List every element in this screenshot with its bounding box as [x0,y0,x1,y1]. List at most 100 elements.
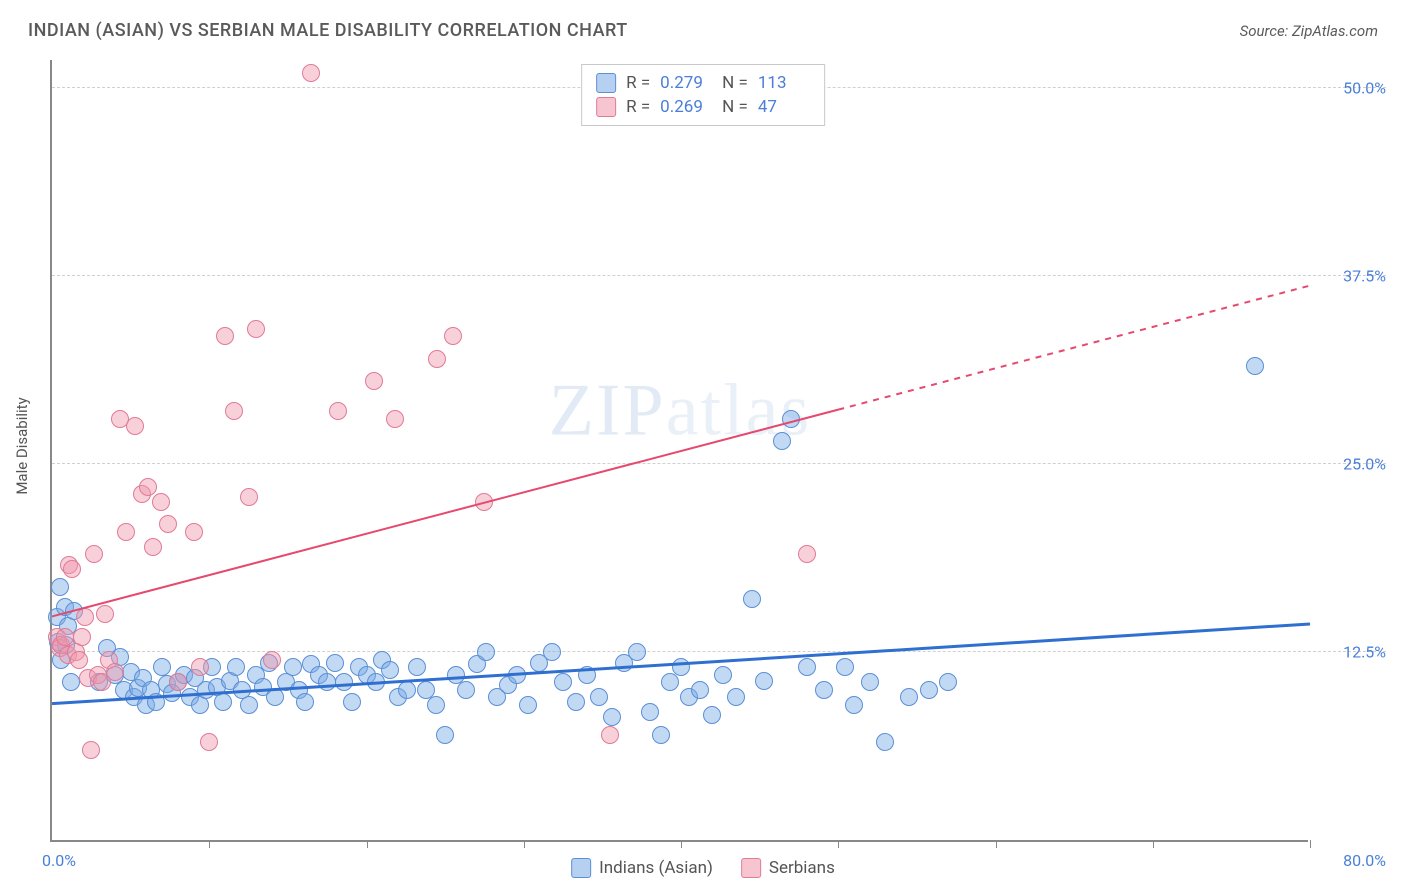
legend-swatch [571,858,591,878]
x-tick [838,840,839,848]
indian-data-point [743,590,761,608]
serbian-data-point [96,605,114,623]
serbian-data-point [139,478,157,496]
correlation-stats-box: R =0.279N =113R =0.269N =47 [581,64,825,126]
serbian-data-point [302,64,320,82]
watermark-bold: ZIP [549,370,666,452]
r-value: 0.279 [660,73,712,93]
indian-data-point [343,693,361,711]
indian-data-point [661,673,679,691]
indian-data-point [876,733,894,751]
indian-data-point [920,681,938,699]
serbian-data-point [798,545,816,563]
indian-data-point [727,688,745,706]
y-tick-label: 50.0% [1320,79,1386,98]
indian-data-point [628,643,646,661]
serbian-data-point [76,608,94,626]
serbian-data-point [159,515,177,533]
chart-legend: Indians (Asian) Serbians [571,858,835,878]
indian-data-point [477,643,495,661]
indian-data-point [714,666,732,684]
indian-data-point [590,688,608,706]
gridline [52,463,1386,464]
serbian-data-point [247,320,265,338]
indian-data-point [782,410,800,428]
indian-data-point [703,706,721,724]
indian-data-point [554,673,572,691]
indian-data-point [51,578,69,596]
n-label: N = [722,73,748,93]
chart-title: INDIAN (ASIAN) VS SERBIAN MALE DISABILIT… [28,20,628,41]
indian-data-point [335,673,353,691]
indian-data-point [240,696,258,714]
serbian-data-point [117,523,135,541]
x-tick [209,840,210,848]
indian-data-point [508,666,526,684]
legend-label: Indians (Asian) [599,858,713,878]
indian-data-point [755,672,773,690]
indian-data-point [672,658,690,676]
legend-item: Serbians [741,858,835,878]
legend-item: Indians (Asian) [571,858,713,878]
serbian-data-point [82,741,100,759]
r-label: R = [626,73,650,93]
indian-data-point [408,658,426,676]
indian-data-point [381,661,399,679]
serbian-data-point [106,663,124,681]
chart-header: INDIAN (ASIAN) VS SERBIAN MALE DISABILIT… [0,0,1406,51]
serbian-data-point [386,410,404,428]
indian-data-point [845,696,863,714]
indian-data-point [153,658,171,676]
serbian-data-point [73,628,91,646]
serbian-data-point [475,493,493,511]
y-tick-label: 37.5% [1320,267,1386,286]
x-tick [996,840,997,848]
indian-data-point [861,673,879,691]
gridline [52,275,1386,276]
serbian-data-point [444,327,462,345]
chart-plot-area: ZIPatlas 12.5%25.0%37.5%50.0% 0.0% 80.0% [50,60,1308,842]
indian-data-point [398,681,416,699]
stats-row: R =0.279N =113 [596,71,810,95]
indian-data-point [436,726,454,744]
serbian-data-point [152,493,170,511]
indian-data-point [284,658,302,676]
x-tick [524,840,525,848]
gridline [52,651,1386,652]
indian-data-point [457,681,475,699]
y-axis-title: Male Disability [13,397,31,494]
indian-data-point [1246,357,1264,375]
indian-data-point [815,681,833,699]
x-axis-min-label: 0.0% [42,851,76,870]
x-tick [367,840,368,848]
x-axis-max-label: 80.0% [1320,851,1386,870]
serbian-data-point [216,327,234,345]
trend-lines [52,60,1310,842]
scatter-plot: ZIPatlas 12.5%25.0%37.5%50.0% [52,60,1308,840]
r-value: 0.269 [660,97,712,117]
serbian-data-point [126,417,144,435]
indian-data-point [543,643,561,661]
indian-data-point [266,688,284,706]
serbian-data-point [365,372,383,390]
indian-data-point [214,693,232,711]
indian-data-point [318,673,336,691]
serbian-data-point [200,733,218,751]
serbian-data-point [85,545,103,563]
n-label: N = [722,97,748,117]
stats-row: R =0.269N =47 [596,95,810,119]
serbian-data-point [428,350,446,368]
indian-data-point [326,654,344,672]
indian-data-point [567,693,585,711]
indian-data-point [62,673,80,691]
indian-data-point [798,658,816,676]
x-tick [1153,840,1154,848]
serbian-data-point [225,402,243,420]
indian-data-point [691,681,709,699]
indian-data-point [296,693,314,711]
series-swatch [596,73,616,93]
y-tick-label: 12.5% [1320,643,1386,662]
serbian-data-point [185,523,203,541]
indian-data-point [603,708,621,726]
serbian-data-point [70,651,88,669]
